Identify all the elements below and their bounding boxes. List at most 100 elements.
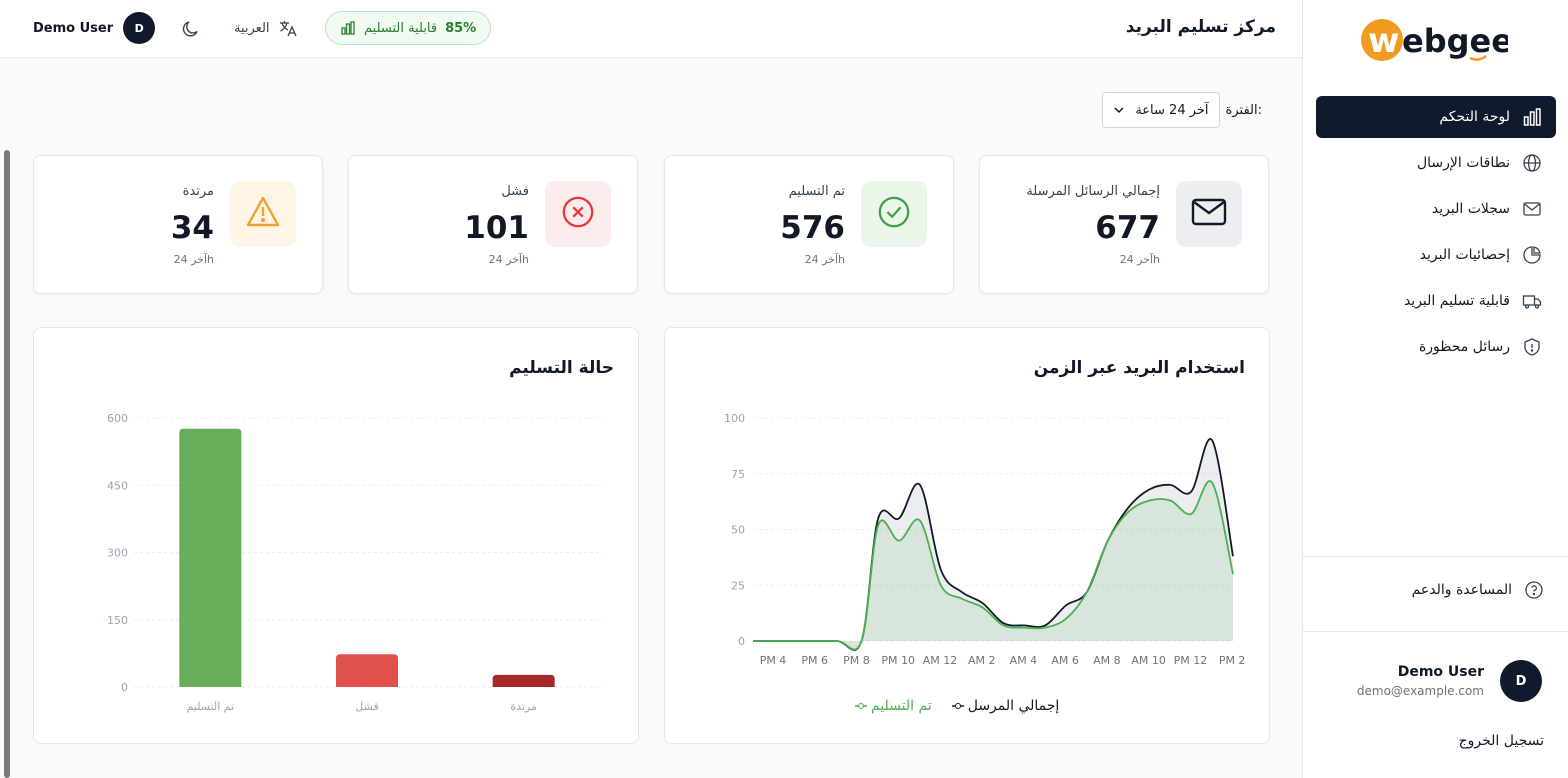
period-filter: آخر 24 ساعة الفترة: [1101,92,1262,128]
avatar: D [123,12,156,44]
period-select[interactable]: آخر 24 ساعة [1101,92,1220,128]
y-tick-label: 600 [107,412,128,425]
language-label: العربية [234,20,270,36]
webgee-logo[interactable]: w ebgee [1358,14,1508,66]
shield-icon [1522,337,1542,357]
delivery-status-bar-chart: 0 150 300 450 600 تم التسليم فشل مرتدة [107,412,604,713]
sidebar: w ebgee لوحة التحكم نطاقات الإرسال سجلات… [1302,0,1568,778]
deliverability-value: 85% [445,20,477,36]
stat-card-failed: فشل 101 آخر 24h [348,155,638,294]
x-tick-label: AM 12 [923,654,958,667]
bar [492,674,555,687]
y-tick-label: 150 [107,614,128,627]
logout-button[interactable]: تسجيل الخروج [1458,733,1544,749]
chart-legend: تم التسليم إجمالي المرسل [855,698,1059,714]
stat-value: 576 [780,210,845,246]
scrollbar[interactable] [4,150,10,778]
sidebar-item-label: إحصائيات البريد [1419,247,1510,263]
sidebar-item-label: نطاقات الإرسال [1416,155,1510,171]
x-tick-label: AM 2 [968,654,996,667]
series-area [753,480,1233,650]
sidebar-item-label: قابلية تسليم البريد [1403,293,1510,309]
sidebar-divider [1302,556,1568,557]
x-tick-label: PM 12 [1174,654,1208,667]
sidebar-item-label: لوحة التحكم [1439,109,1510,125]
y-tick-label: 450 [107,479,128,492]
bar-chart-icon [1522,107,1542,127]
avatar: D [1500,660,1542,702]
stat-sub: آخر 24h [173,253,214,266]
x-tick-label: مرتدة [510,700,537,713]
header-user[interactable]: Demo User D [33,12,156,44]
x-tick-label: AM 10 [1131,654,1166,667]
period-value: آخر 24 ساعة [1135,102,1209,118]
legend-label: تم التسليم [871,698,932,714]
stat-value: 677 [1095,210,1160,246]
x-tick-label: AM 4 [1010,654,1038,667]
sidebar-item-blocked[interactable]: رسائل محظورة [1316,326,1556,368]
deliverability-badge[interactable]: قابلية التسليم 85% [325,11,492,45]
sidebar-item-domains[interactable]: نطاقات الإرسال [1316,142,1556,184]
legend-line-icon [951,698,964,714]
y-tick-label: 75 [731,468,745,481]
sidebar-nav: لوحة التحكم نطاقات الإرسال سجلات البريد … [1316,96,1556,372]
profile-info: Demo User demo@example.com [1357,664,1484,698]
stat-sub: آخر 24h [488,253,529,266]
mail-icon [1522,199,1542,219]
period-label: الفترة: [1225,102,1262,118]
legend-item-total[interactable]: إجمالي المرسل [951,698,1059,714]
y-tick-label: 0 [738,635,745,648]
sidebar-item-mail-logs[interactable]: سجلات البريد [1316,188,1556,230]
x-tick-label: PM 4 [760,654,787,667]
x-tick-label: PM 6 [801,654,828,667]
help-label: المساعدة والدعم [1411,582,1512,598]
help-support-link[interactable]: المساعدة والدعم [1412,580,1544,600]
usage-area-chart: 0 25 50 75 100 PM 4 PM 6 PM 8 PM 10 AM 12 AM 2 AM 4… [724,412,1245,667]
question-circle-icon [1524,580,1544,600]
language-switcher[interactable]: العربية [234,18,298,38]
stat-icon-box [545,181,611,247]
profile-name: Demo User [1397,664,1484,680]
user-profile[interactable]: Demo User demo@example.com D [1357,660,1542,702]
x-tick-label: PM 8 [843,654,870,667]
stat-label: إجمالي الرسائل المرسلة [1026,184,1160,199]
sidebar-item-mail-stats[interactable]: إحصائيات البريد [1316,234,1556,276]
series-area [753,438,1233,651]
sidebar-item-dashboard[interactable]: لوحة التحكم [1316,96,1556,138]
moon-icon[interactable] [180,18,202,40]
pie-chart-icon [1522,245,1542,265]
chevron-down-icon [1113,104,1125,116]
truck-icon [1522,291,1542,311]
globe-icon [1522,153,1542,173]
legend-item-delivered[interactable]: تم التسليم [855,698,932,714]
x-tick-label: تم التسليم [186,700,234,713]
stat-icon-box [230,181,296,247]
sidebar-item-deliverability[interactable]: قابلية تسليم البريد [1316,280,1556,322]
stat-card-total: إجمالي الرسائل المرسلة 677 آخر 24h [979,155,1269,294]
sidebar-divider [1302,631,1568,632]
x-tick-label: PM 10 [881,654,915,667]
x-tick-label: AM 8 [1093,654,1121,667]
bar [336,654,398,687]
y-tick-label: 100 [724,412,745,425]
chart-title: حالة التسليم [509,358,614,378]
x-tick-label: AM 6 [1051,654,1079,667]
stat-card-bounced: مرتدة 34 آخر 24h [33,155,323,294]
header-user-name: Demo User [33,20,114,36]
y-tick-label: 300 [107,547,128,560]
series-line [753,480,1234,651]
check-circle-icon [877,195,911,233]
stat-label: مرتدة [182,184,214,199]
deliverability-label: قابلية التسليم [364,20,438,36]
y-tick-label: 50 [731,524,745,537]
stat-sub: آخر 24h [804,253,845,266]
sidebar-item-label: سجلات البريد [1431,201,1510,217]
page-title: مركز تسليم البريد [1125,17,1276,37]
delivery-status-panel: حالة التسليم 0 150 300 450 600 تم التسليم فشل م… [33,327,639,744]
y-tick-label: 0 [121,681,128,694]
translate-icon [278,18,298,38]
x-tick-label: فشل [355,700,378,713]
svg-text:w: w [1368,21,1399,61]
stat-label: تم التسليم [788,184,845,199]
chart-title: استخدام البريد عبر الزمن [1033,358,1245,378]
